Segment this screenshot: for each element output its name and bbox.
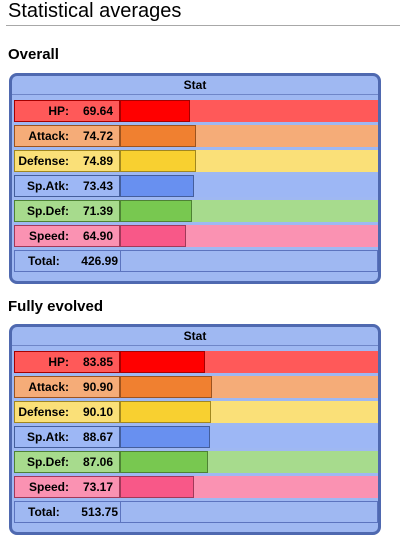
stat-row-spatk: Sp.Atk: 73.43 <box>14 175 378 197</box>
stat-row-defense: Defense: 74.89 <box>14 150 378 172</box>
stat-bar <box>120 351 205 373</box>
stat-value: 74.89 <box>82 154 113 168</box>
stat-row-attack: Attack: 90.90 <box>14 376 378 398</box>
stat-name: Sp.Atk: <box>27 179 69 193</box>
stat-label: Speed: 64.90 <box>14 225 120 247</box>
fully-evolved-stat-table: Stat HP: 83.85 Attack: 90.90 Defense: 90.10 Sp… <box>9 324 381 535</box>
stat-table-header: Stat <box>12 76 378 95</box>
stat-row-total: Total: 426.99 <box>14 250 378 272</box>
stat-label: Attack: 74.72 <box>14 125 120 147</box>
stat-value: 88.67 <box>82 430 113 444</box>
stat-value: 73.43 <box>82 179 113 193</box>
stat-label: Attack: 90.90 <box>14 376 120 398</box>
stat-name: Attack: <box>28 380 69 394</box>
stat-label: Speed: 73.17 <box>14 476 120 498</box>
total-value: 426.99 <box>81 254 118 268</box>
stat-table-header: Stat <box>12 327 378 346</box>
stat-name: Speed: <box>28 229 69 243</box>
stat-name: Sp.Atk: <box>27 430 69 444</box>
stat-bar <box>120 125 196 147</box>
stat-row-total: Total: 513.75 <box>14 501 378 523</box>
stat-label: Defense: 74.89 <box>14 150 120 172</box>
stat-value: 73.17 <box>82 480 113 494</box>
stat-value: 90.90 <box>82 380 113 394</box>
stat-value: 87.06 <box>82 455 113 469</box>
page-title: Statistical averages <box>8 0 182 22</box>
overall-stat-table: Stat HP: 69.64 Attack: 74.72 Defense: 74.89 Sp… <box>9 73 381 284</box>
total-label: Total: <box>28 254 60 268</box>
stat-row-attack: Attack: 74.72 <box>14 125 378 147</box>
section-heading-fully-evolved: Fully evolved <box>8 298 104 315</box>
stat-value: 69.64 <box>82 104 113 118</box>
stat-name: HP: <box>48 355 69 369</box>
stat-label: Sp.Atk: 73.43 <box>14 175 120 197</box>
stat-row-spatk: Sp.Atk: 88.67 <box>14 426 378 448</box>
stat-bar <box>120 225 186 247</box>
stat-bar <box>120 100 190 122</box>
total-divider <box>120 502 121 522</box>
section-heading-overall: Overall <box>8 46 59 63</box>
stat-bar <box>120 451 208 473</box>
stat-name: Attack: <box>28 129 69 143</box>
stat-name: Speed: <box>28 480 69 494</box>
stat-row-hp: HP: 69.64 <box>14 100 378 122</box>
stat-bar <box>120 376 212 398</box>
stat-bar <box>120 426 210 448</box>
stat-label: HP: 83.85 <box>14 351 120 373</box>
stat-bar <box>120 175 194 197</box>
stat-row-hp: HP: 83.85 <box>14 351 378 373</box>
stat-name: Defense: <box>18 405 69 419</box>
stat-label: Sp.Def: 87.06 <box>14 451 120 473</box>
stat-row-defense: Defense: 90.10 <box>14 401 378 423</box>
stat-value: 90.10 <box>82 405 113 419</box>
stat-bar <box>120 200 192 222</box>
total-label: Total: <box>28 505 60 519</box>
stat-row-speed: Speed: 64.90 <box>14 225 378 247</box>
stat-value: 83.85 <box>82 355 113 369</box>
total-divider <box>120 251 121 271</box>
stat-row-spdef: Sp.Def: 71.39 <box>14 200 378 222</box>
stat-name: HP: <box>48 104 69 118</box>
stat-row-spdef: Sp.Def: 87.06 <box>14 451 378 473</box>
stat-name: Sp.Def: <box>27 455 69 469</box>
stat-value: 71.39 <box>82 204 113 218</box>
stat-label: Sp.Atk: 88.67 <box>14 426 120 448</box>
stat-label: HP: 69.64 <box>14 100 120 122</box>
stat-label: Sp.Def: 71.39 <box>14 200 120 222</box>
stat-label: Defense: 90.10 <box>14 401 120 423</box>
stat-bar <box>120 476 194 498</box>
stat-value: 74.72 <box>82 129 113 143</box>
title-divider <box>6 25 400 26</box>
stat-row-speed: Speed: 73.17 <box>14 476 378 498</box>
total-value: 513.75 <box>81 505 118 519</box>
stat-name: Defense: <box>18 154 69 168</box>
stat-bar <box>120 401 211 423</box>
stat-bar <box>120 150 196 172</box>
stat-value: 64.90 <box>82 229 113 243</box>
stat-name: Sp.Def: <box>27 204 69 218</box>
